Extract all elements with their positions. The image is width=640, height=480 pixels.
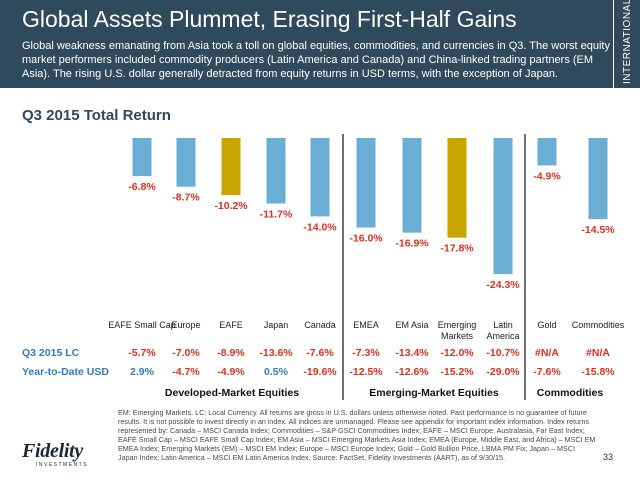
table-cell-0-7: -12.0%: [440, 347, 474, 359]
table-cell-1-0: 2.9%: [130, 366, 155, 378]
page-subtitle: Global weakness emanating from Asia took…: [22, 40, 610, 80]
page-number: 33: [603, 452, 614, 462]
table-row-label-0: Q3 2015 LC: [22, 347, 80, 359]
bar-1: [176, 138, 196, 187]
table-cell-1-10: -15.8%: [581, 366, 615, 378]
table-cell-1-5: -12.5%: [349, 366, 383, 378]
table-cell-0-9: #N/A: [535, 347, 559, 359]
bar-10: [588, 138, 608, 220]
table-cell-1-9: -7.6%: [533, 366, 561, 378]
table-cell-1-7: -15.2%: [440, 366, 474, 378]
table-cell-1-2: -4.9%: [217, 366, 245, 378]
bar-4: [310, 138, 330, 217]
group-label-2: Commodities: [537, 387, 604, 399]
bar-6: [402, 138, 422, 233]
logo-subtext: INVESTMENTS: [36, 462, 89, 468]
bar-value-label-2: -10.2%: [214, 200, 248, 212]
table-cell-0-4: -7.6%: [306, 347, 334, 359]
bar-value-label-0: -6.8%: [128, 181, 156, 193]
category-label-7: Emerging: [438, 320, 477, 330]
bar-7: [447, 138, 467, 238]
bar-value-label-3: -11.7%: [260, 209, 293, 221]
category-label-2: EAFE: [219, 320, 243, 330]
table-cell-0-6: -13.4%: [395, 347, 429, 359]
section-tab: INTERNATIONAL: [613, 0, 640, 88]
category-label-5: EMEA: [353, 320, 379, 330]
category-label-4: Canada: [304, 320, 336, 330]
table-cell-0-3: -13.6%: [259, 347, 293, 359]
category-label-8: Latin: [493, 320, 513, 330]
group-label-0: Developed-Market Equities: [165, 387, 299, 399]
table-cell-1-1: -4.7%: [172, 366, 200, 378]
table-row-label-1: Year-to-Date USD: [22, 366, 109, 378]
table-cell-0-1: -7.0%: [172, 347, 200, 359]
table-cell-1-8: -29.0%: [486, 366, 520, 378]
group-label-1: Emerging-Market Equities: [369, 387, 499, 399]
bar-9: [537, 138, 557, 166]
bar-value-label-9: -4.9%: [533, 170, 561, 182]
fidelity-logo: Fidelity INVESTMENTS: [22, 440, 108, 468]
table-cell-0-8: -10.7%: [486, 347, 520, 359]
category-label-7-b: Markets: [441, 331, 474, 341]
table-cell-1-3: 0.5%: [264, 366, 289, 378]
category-label-0: EAFE Small Cap: [108, 320, 176, 330]
chart-title: Q3 2015 Total Return: [22, 107, 171, 124]
header-banner: Global Assets Plummet, Erasing First-Hal…: [0, 0, 613, 88]
bar-value-label-7: -17.8%: [440, 243, 474, 255]
category-label-10: Commodities: [572, 320, 625, 330]
table-cell-0-2: -8.9%: [217, 347, 245, 359]
page-title: Global Assets Plummet, Erasing First-Hal…: [22, 6, 517, 32]
bar-value-label-6: -16.9%: [395, 238, 429, 250]
logo-wordmark: Fidelity: [22, 440, 83, 462]
bar-8: [493, 138, 513, 275]
table-cell-0-5: -7.3%: [352, 347, 380, 359]
category-label-3: Japan: [264, 320, 289, 330]
bar-2: [221, 138, 241, 196]
category-label-8-b: America: [486, 331, 519, 341]
bar-value-label-4: -14.0%: [303, 221, 337, 233]
table-cell-1-4: -19.6%: [303, 366, 337, 378]
table-cell-1-6: -12.6%: [395, 366, 429, 378]
bar-3: [266, 138, 286, 204]
footnote: EM: Emerging Markets. LC: Local Currency…: [118, 408, 596, 462]
table-cell-0-0: -5.7%: [128, 347, 156, 359]
bar-value-label-5: -16.0%: [349, 233, 383, 245]
category-label-9: Gold: [537, 320, 556, 330]
bar-0: [132, 138, 152, 177]
category-label-1: Europe: [171, 320, 200, 330]
bar-value-label-8: -24.3%: [486, 279, 520, 291]
bar-value-label-10: -14.5%: [581, 224, 615, 236]
category-label-6: EM Asia: [395, 320, 428, 330]
table-cell-0-10: #N/A: [586, 347, 610, 359]
bar-5: [356, 138, 376, 228]
bar-value-label-1: -8.7%: [172, 192, 200, 204]
